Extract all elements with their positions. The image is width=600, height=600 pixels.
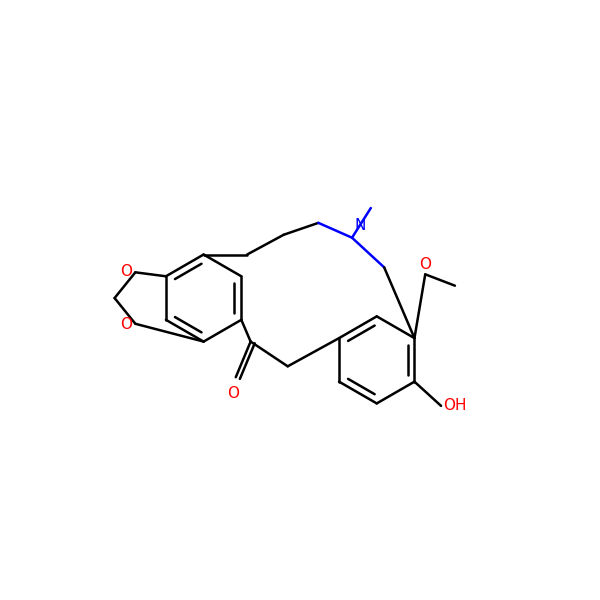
Text: O: O xyxy=(121,264,133,279)
Text: O: O xyxy=(227,386,239,401)
Text: O: O xyxy=(121,317,133,332)
Text: N: N xyxy=(355,218,366,233)
Text: OH: OH xyxy=(443,398,467,413)
Text: O: O xyxy=(419,257,431,272)
